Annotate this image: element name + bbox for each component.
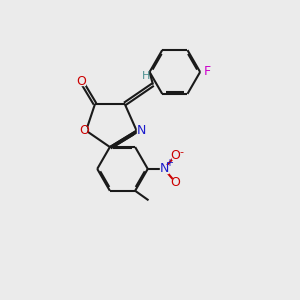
Bar <box>160 165 168 173</box>
Text: -: - <box>179 148 183 158</box>
Bar <box>202 69 209 75</box>
Bar <box>172 152 179 159</box>
Bar <box>80 128 86 134</box>
Text: N: N <box>159 162 169 176</box>
Text: O: O <box>80 124 89 137</box>
Text: F: F <box>203 65 211 79</box>
Text: O: O <box>170 149 180 162</box>
Bar <box>172 179 179 186</box>
Text: +: + <box>166 158 173 168</box>
Bar <box>78 78 85 85</box>
Text: N: N <box>137 124 146 137</box>
Bar <box>137 128 143 134</box>
Text: H: H <box>142 71 151 81</box>
Text: O: O <box>170 176 180 189</box>
Text: O: O <box>77 75 87 88</box>
